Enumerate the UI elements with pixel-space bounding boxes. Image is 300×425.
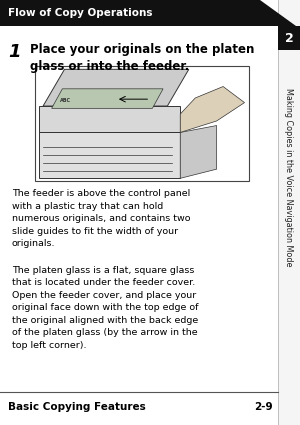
Polygon shape xyxy=(180,125,217,178)
Bar xyxy=(34,66,249,181)
Text: Flow of Copy Operations: Flow of Copy Operations xyxy=(8,8,152,18)
Text: The feeder is above the control panel
with a plastic tray that can hold
numerous: The feeder is above the control panel wi… xyxy=(12,189,190,248)
Text: Basic Copying Features: Basic Copying Features xyxy=(8,402,146,412)
Polygon shape xyxy=(0,0,296,26)
Polygon shape xyxy=(43,69,189,106)
Text: ABC: ABC xyxy=(60,98,71,103)
Text: Making Copies in the Voice Navigation Mode: Making Copies in the Voice Navigation Mo… xyxy=(284,88,293,267)
Text: Place your originals on the platen
glass or into the feeder.: Place your originals on the platen glass… xyxy=(30,42,254,73)
Polygon shape xyxy=(39,133,180,178)
Text: The platen glass is a flat, square glass
that is located under the feeder cover.: The platen glass is a flat, square glass… xyxy=(12,266,199,350)
Bar xyxy=(278,0,300,425)
Text: 2: 2 xyxy=(285,31,293,45)
Polygon shape xyxy=(180,87,244,133)
Bar xyxy=(278,26,300,50)
Text: 2-9: 2-9 xyxy=(254,402,273,412)
Polygon shape xyxy=(39,106,180,133)
Polygon shape xyxy=(52,89,163,108)
Text: 1: 1 xyxy=(8,42,20,60)
